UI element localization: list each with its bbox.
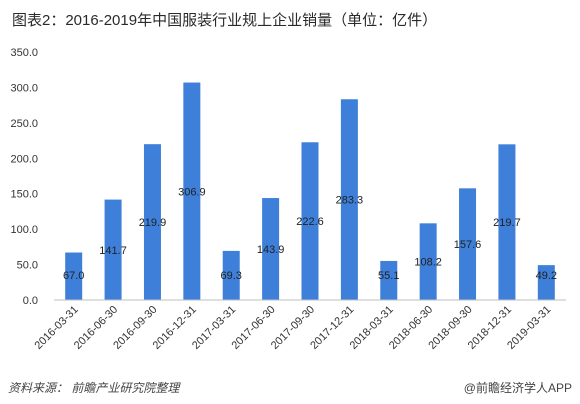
bar — [419, 223, 437, 300]
y-tick-label: 0.0 — [23, 295, 38, 307]
y-tick-label: 200.0 — [10, 153, 38, 165]
y-tick-label: 250.0 — [10, 118, 38, 130]
bar — [301, 142, 319, 300]
bar — [537, 265, 555, 300]
data-label: 67.0 — [63, 270, 84, 282]
bar — [498, 144, 516, 300]
bar — [459, 188, 477, 300]
brand-credit: @前瞻经济学人APP — [463, 381, 572, 395]
chart-title: 图表2：2016-2019年中国服装行业规上企业销量（单位：亿件） — [12, 12, 438, 29]
bar — [262, 198, 280, 300]
bar — [380, 260, 398, 300]
bar — [222, 250, 240, 300]
data-label: 306.9 — [178, 186, 206, 198]
y-tick-label: 150.0 — [10, 189, 38, 201]
data-label: 55.1 — [378, 270, 399, 282]
y-tick-label: 300.0 — [10, 82, 38, 94]
x-axis: 2016-03-312016-06-302016-09-302016-12-31… — [33, 304, 554, 352]
data-label: 108.2 — [414, 257, 442, 269]
bar-series — [65, 82, 555, 300]
bar — [143, 144, 161, 300]
y-tick-label: 350.0 — [10, 47, 38, 59]
bar — [340, 99, 358, 300]
bar — [104, 199, 122, 300]
data-labels: 67.0 141.7 219.9 306.9 69.3 143.9 222.6 283.3 55… — [63, 186, 557, 282]
source-note: 资料来源： 前瞻产业研究院整理 — [8, 381, 180, 395]
y-tick-label: 50.0 — [17, 260, 38, 272]
y-tick-label: 100.0 — [10, 224, 38, 236]
data-label: 49.2 — [536, 270, 557, 282]
bar — [65, 252, 83, 300]
data-label: 222.6 — [296, 216, 324, 228]
data-label: 143.9 — [257, 244, 285, 256]
data-label: 219.9 — [139, 217, 167, 229]
data-label: 69.3 — [221, 270, 242, 282]
data-label: 219.7 — [493, 217, 521, 229]
data-label: 283.3 — [336, 195, 364, 207]
data-label: 141.7 — [99, 245, 127, 257]
bar — [183, 82, 201, 300]
data-label: 157.6 — [454, 239, 482, 251]
y-axis: 0.0 50.0 100.0 150.0 200.0 250.0 300.0 350.0 — [10, 47, 38, 307]
